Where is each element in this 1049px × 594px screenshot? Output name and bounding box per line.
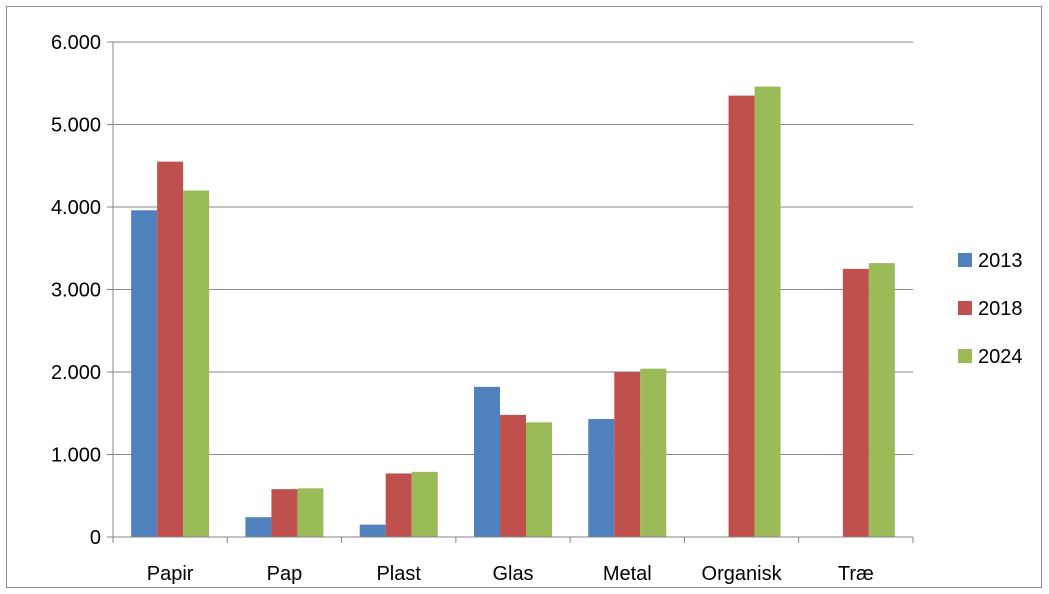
- y-tick-label: 5.000: [51, 115, 101, 137]
- y-tick-label: 4.000: [51, 197, 101, 219]
- bar-2013-pap: [245, 517, 272, 537]
- x-tick-label: Organisk: [702, 563, 783, 585]
- legend-swatch-2024: [958, 349, 972, 363]
- bar-2024-organisk: [754, 86, 781, 538]
- bar-2018-plast: [385, 473, 412, 537]
- bar-2018-træ: [842, 268, 869, 537]
- bar-2013-metal: [588, 419, 615, 537]
- bar-2013-glas: [474, 386, 500, 537]
- x-tick-label: Metal: [603, 563, 652, 585]
- x-tick-label: Plast: [376, 563, 421, 585]
- bar-2024-metal: [640, 368, 667, 537]
- legend: 2013 2018 2024: [958, 250, 1023, 368]
- bar-2018-glas: [500, 414, 526, 537]
- legend-label: 2013: [978, 250, 1023, 272]
- legend-label: 2024: [978, 346, 1023, 368]
- x-tick-label: Glas: [492, 563, 533, 585]
- y-tick-label: 1.000: [51, 445, 101, 467]
- x-tick-labels: Papir Pap Plast Glas Metal Organisk Træ: [147, 563, 874, 585]
- legend-swatch-2018: [958, 301, 972, 315]
- y-tick-label: 3.000: [51, 280, 101, 302]
- axes: [112, 42, 913, 538]
- bars: [131, 86, 895, 538]
- bar-2024-plast: [411, 471, 438, 537]
- bar-2018-pap: [271, 489, 298, 537]
- y-tick-label: 2.000: [51, 362, 101, 384]
- bar-2013-plast: [359, 524, 386, 537]
- legend-swatch-2013: [958, 253, 972, 267]
- bar-2024-træ: [868, 263, 895, 537]
- bar-2018-organisk: [728, 95, 755, 537]
- y-tick-label: 6.000: [51, 32, 101, 54]
- bar-2013-papir: [131, 210, 158, 538]
- bar-2024-glas: [526, 422, 552, 537]
- x-tick-label: Papir: [147, 563, 194, 585]
- bar-2024-papir: [183, 190, 210, 537]
- x-tick-label: Pap: [267, 563, 303, 585]
- bar-2018-papir: [157, 161, 184, 537]
- y-tick-label: 0: [90, 527, 101, 549]
- legend-label: 2018: [978, 298, 1023, 320]
- bar-2024-pap: [297, 488, 324, 537]
- y-tick-labels: 0 1.000 2.000 3.000 4.000 5.000 6.000: [51, 32, 101, 549]
- x-tick-label: Træ: [838, 563, 874, 585]
- bar-2018-metal: [614, 372, 641, 537]
